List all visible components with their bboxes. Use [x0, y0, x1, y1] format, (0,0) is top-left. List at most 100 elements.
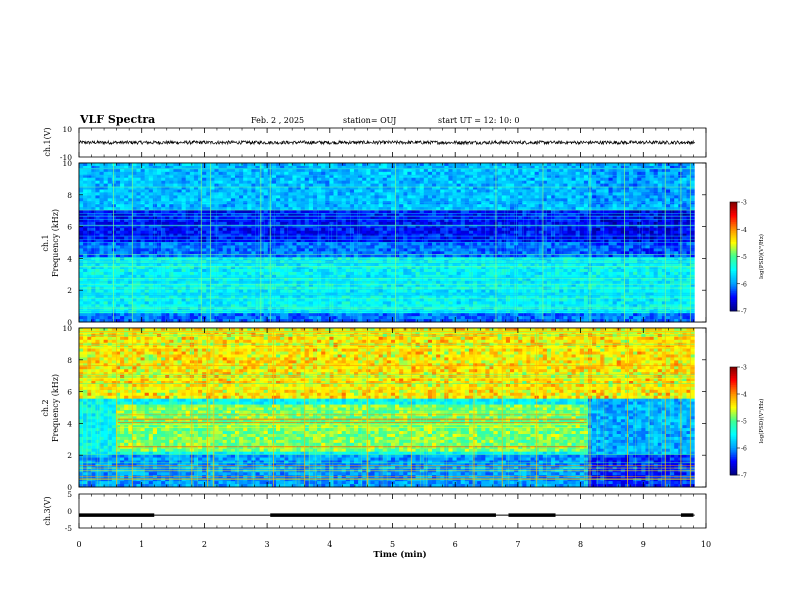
- spectrogram-cell: [218, 242, 224, 246]
- spectrogram-cell: [206, 242, 211, 246]
- spectrogram-cell: [99, 186, 105, 190]
- spectrogram-cell: [239, 271, 244, 276]
- spectrogram-cell: [308, 186, 314, 190]
- spectrogram-cell: [407, 180, 412, 185]
- spectrogram-cell: [284, 195, 289, 199]
- spectrogram-cell: [165, 266, 170, 270]
- spectrogram-cell: [308, 271, 314, 276]
- spectrogram-cell: [308, 289, 314, 293]
- spectrogram-cell: [214, 168, 219, 173]
- spectrogram-cell: [144, 195, 150, 199]
- spectrogram-cell: [317, 263, 322, 267]
- spectrogram-cell: [374, 186, 380, 190]
- spectrogram-cell: [103, 216, 109, 220]
- spectrogram-cell: [169, 236, 174, 240]
- spectrogram-cell: [288, 174, 293, 179]
- spectrogram-cell: [120, 271, 125, 276]
- spectrogram-cell: [407, 177, 412, 182]
- spectrogram-cell: [436, 295, 441, 299]
- spectrogram-cell: [202, 230, 207, 235]
- spectrogram-cell: [284, 233, 289, 238]
- spectrogram-cell: [419, 227, 425, 232]
- spectrogram-cell: [386, 289, 392, 293]
- spectrogram-cell: [136, 230, 141, 235]
- spectrogram-cell: [317, 242, 322, 246]
- spectrogram-cell: [415, 316, 421, 320]
- spectrogram-cell: [390, 163, 396, 167]
- spectrogram-cell: [345, 171, 351, 176]
- spectrogram-cell: [99, 271, 105, 276]
- spectrogram-cell: [390, 195, 396, 199]
- spectrogram-cell: [181, 171, 187, 176]
- spectrogram-cell: [288, 186, 293, 190]
- spectrogram-cell: [169, 216, 174, 220]
- spectrogram-cell: [173, 186, 178, 190]
- spectrogram-cell: [144, 313, 150, 317]
- spectrogram-cell: [218, 186, 224, 190]
- spectrogram-cell: [300, 186, 306, 190]
- spectrogram-cell: [189, 254, 195, 258]
- spectrogram-cell: [432, 180, 437, 185]
- spectrogram-cell: [399, 280, 404, 285]
- spectrogram-cell: [432, 165, 437, 170]
- spectrogram-cell: [202, 248, 207, 252]
- spectrogram-cell: [198, 213, 203, 217]
- spectrogram-cell: [161, 174, 166, 179]
- spectrogram-cell: [382, 210, 388, 214]
- spectrogram-cell: [390, 263, 396, 267]
- spectrogram-cell: [156, 248, 162, 252]
- spectrogram-cell: [247, 254, 252, 258]
- spectrogram-cell: [317, 171, 322, 176]
- spectrogram-cell: [239, 310, 244, 314]
- spectrogram-cell: [354, 198, 359, 202]
- spectrogram-cell: [284, 316, 289, 320]
- spectrogram-cell: [95, 180, 100, 185]
- spectrogram-cell: [415, 242, 421, 246]
- spectrogram-cell: [296, 163, 302, 167]
- spectrogram-cell: [292, 316, 297, 320]
- spectrogram-cell: [349, 263, 355, 267]
- spectrogram-cell: [440, 310, 445, 314]
- spectrogram-cell: [349, 304, 355, 308]
- spectrogram-cell: [152, 236, 158, 240]
- spectrogram-cell: [165, 233, 170, 238]
- spectrogram-cell: [99, 280, 105, 285]
- spectrogram-cell: [239, 298, 244, 302]
- spectrogram-cell: [300, 280, 306, 285]
- spectrogram-cell: [107, 239, 113, 243]
- spectrogram-cell: [276, 218, 281, 223]
- spectrogram-cell: [83, 180, 88, 185]
- spectrogram-cell: [321, 233, 326, 238]
- spectrogram-cell: [329, 216, 334, 220]
- spectrogram-cell: [415, 207, 421, 211]
- spectrogram-cell: [87, 183, 92, 187]
- spectrogram-cell: [214, 189, 219, 193]
- spectrogram-cell: [247, 186, 252, 190]
- spectrogram-cell: [132, 183, 137, 187]
- spectrogram-cell: [312, 269, 318, 273]
- spectrogram-cell: [366, 289, 371, 293]
- spectrogram-cell: [415, 271, 421, 276]
- spectrogram-cell: [370, 218, 375, 223]
- spectrogram-cell: [198, 174, 203, 179]
- spectrogram-cell: [271, 319, 277, 323]
- spectrogram-cell: [448, 171, 453, 176]
- spectrogram-cell: [395, 195, 400, 199]
- spectrogram-cell: [382, 198, 388, 202]
- spectrogram-cell: [411, 174, 416, 179]
- spectrogram-cell: [345, 280, 351, 285]
- spectrogram-cell: [337, 177, 343, 182]
- spectrogram-cell: [234, 224, 240, 229]
- spectrogram-cell: [349, 313, 355, 317]
- spectrogram-cell: [243, 230, 248, 235]
- spectrogram-cell: [337, 213, 343, 217]
- spectrogram-cell: [156, 180, 162, 185]
- spectrogram-cell: [370, 165, 375, 170]
- spectrogram-cell: [280, 295, 285, 299]
- spectrogram-cell: [427, 301, 433, 305]
- spectrogram-cell: [222, 301, 228, 305]
- spectrogram-cell: [349, 227, 355, 232]
- spectrogram-cell: [193, 298, 199, 302]
- spectrogram-cell: [83, 207, 88, 211]
- spectrogram-cell: [317, 177, 322, 182]
